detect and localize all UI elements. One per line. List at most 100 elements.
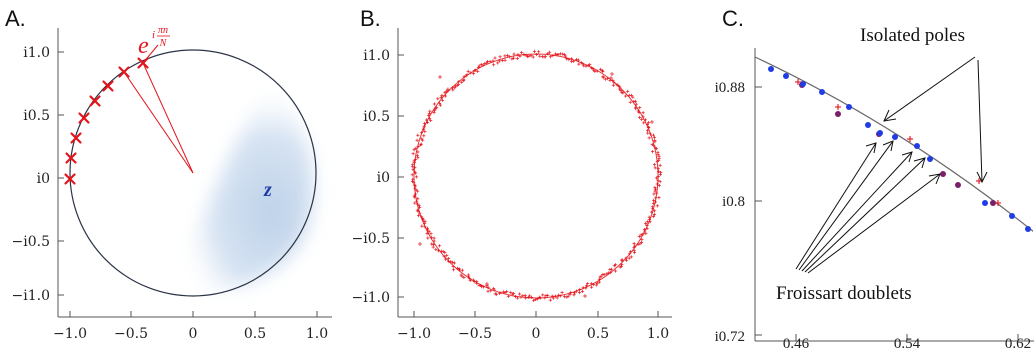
panel-b-y-tick: i1.0 xyxy=(363,48,390,64)
froissart-pole xyxy=(835,111,841,117)
zero-point xyxy=(1025,226,1031,232)
pole-cross xyxy=(426,113,430,117)
zero-point xyxy=(800,81,806,87)
pole-cross xyxy=(572,293,576,297)
pole-cross xyxy=(553,294,557,298)
pole-cross xyxy=(518,54,522,58)
pole-cross xyxy=(423,219,427,223)
pole-cross xyxy=(447,259,451,264)
pole-cross xyxy=(443,257,447,261)
pole-cross xyxy=(425,226,429,230)
pole-cross xyxy=(647,126,651,130)
pole-cross xyxy=(574,58,579,62)
pole-cross xyxy=(627,252,632,256)
froissart-doublets-label: Froissart doublets xyxy=(776,283,912,304)
pole-cross xyxy=(546,52,550,56)
panel-a-y-tick: i0 xyxy=(37,171,50,187)
pole-cross xyxy=(453,86,457,90)
pole-cross xyxy=(586,282,590,286)
pole-cross xyxy=(637,110,641,115)
pole-cross xyxy=(534,297,538,302)
pole-cross xyxy=(563,54,568,58)
panel-a-letter: A. xyxy=(5,6,26,31)
pole-cross xyxy=(637,235,641,239)
pole-cross xyxy=(492,286,496,291)
pole-cross xyxy=(657,196,661,200)
pole-cross xyxy=(425,232,429,236)
pole-cross xyxy=(473,68,477,72)
pole-cross xyxy=(432,111,436,115)
pole-cross xyxy=(620,262,624,266)
pole-cross xyxy=(608,268,612,272)
pole-cross xyxy=(644,221,648,226)
pole-cross xyxy=(429,118,433,122)
pole-cross xyxy=(601,69,605,74)
pole-cross xyxy=(641,232,645,236)
pole-cross xyxy=(647,136,651,140)
pole-cross xyxy=(421,127,425,132)
pole-cross xyxy=(431,243,435,247)
panel-c-y-tick: i0.72 xyxy=(715,329,745,345)
pole-cross xyxy=(633,99,638,104)
pole-cross xyxy=(611,78,615,82)
pole-cross xyxy=(654,187,658,191)
pole-cross xyxy=(656,167,660,171)
pole-cross xyxy=(650,207,655,211)
panel-c-x-tick: 0.54 xyxy=(894,336,921,349)
panel-a-x-tick: 0.5 xyxy=(244,326,266,342)
pole-cross xyxy=(589,285,594,289)
isolated-poles-label: Isolated poles xyxy=(860,25,965,46)
pole-cross xyxy=(576,58,581,62)
pole-cross xyxy=(638,115,642,120)
pole-cross xyxy=(420,215,424,219)
pole-cross xyxy=(560,290,564,295)
pole-cross xyxy=(436,97,440,101)
pole-cross xyxy=(612,80,616,84)
pole-cross xyxy=(536,297,540,301)
pole-cross xyxy=(623,94,628,98)
panel-a-rays xyxy=(123,44,194,174)
pole-cross xyxy=(426,228,430,232)
pole-cross xyxy=(416,197,420,201)
pole-cross xyxy=(550,294,554,298)
zero-point xyxy=(819,89,825,95)
pole-cross xyxy=(561,52,565,56)
pole-cross xyxy=(646,131,650,135)
pole-cross xyxy=(616,83,620,87)
pole-cross xyxy=(619,258,624,262)
pole-cross xyxy=(416,156,420,160)
pole-cross xyxy=(427,116,432,121)
pole-cross xyxy=(512,56,516,60)
pole-cross xyxy=(505,289,509,294)
pole-cross xyxy=(420,224,424,228)
panel-b-x-tick: 1.0 xyxy=(647,326,669,342)
pole-cross xyxy=(477,283,481,287)
panel-b-poles xyxy=(410,49,663,303)
pole-cross xyxy=(634,102,638,106)
pole-cross xyxy=(598,67,603,71)
zero-point xyxy=(783,73,789,79)
pole-cross xyxy=(611,83,615,87)
froissart-pole xyxy=(940,171,946,177)
pole-cross xyxy=(414,175,419,179)
pole-cross xyxy=(503,54,507,58)
pole-cross xyxy=(529,53,533,58)
pole-cross xyxy=(537,50,541,54)
pole-cross xyxy=(574,289,578,293)
pole-cross xyxy=(440,93,444,97)
pole-cross xyxy=(411,167,415,171)
pole-cross xyxy=(626,89,630,93)
pole-cross xyxy=(460,80,464,84)
pole-cross xyxy=(658,163,662,168)
pole-cross xyxy=(647,217,652,221)
pole-cross xyxy=(652,212,657,217)
pole-cross xyxy=(488,60,492,64)
pole-cross xyxy=(642,121,646,125)
panel-b-letter: B. xyxy=(360,6,381,31)
pole-cross xyxy=(640,238,644,242)
pole-cross xyxy=(426,236,430,240)
pole-cross xyxy=(492,288,496,292)
pole-cross xyxy=(629,249,633,254)
pole-cross xyxy=(543,296,547,300)
pole-cross xyxy=(657,156,661,161)
